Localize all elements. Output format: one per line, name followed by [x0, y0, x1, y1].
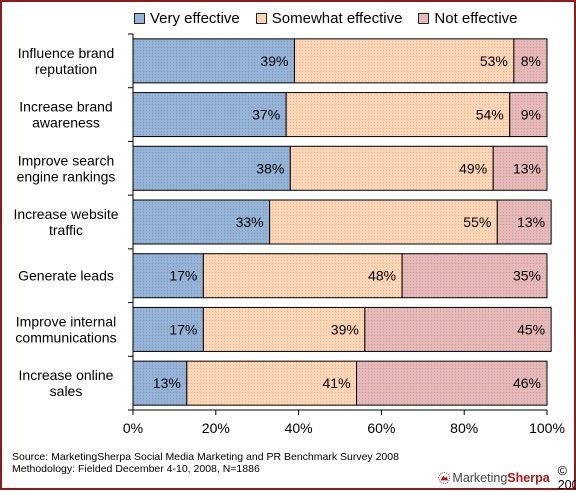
methodology-line: Methodology: Fielded December 4-10, 2008…	[12, 463, 260, 475]
data-label-6-2: 46%	[513, 375, 541, 391]
x-tick-label-1: 20%	[202, 420, 230, 436]
data-label-4-2: 35%	[513, 268, 541, 284]
data-label-3-0: 33%	[236, 214, 264, 230]
data-label-2-2: 13%	[513, 160, 541, 176]
source-note: Source: MarketingSherpa Social Media Mar…	[12, 451, 399, 475]
legend-swatch-not-effective	[418, 13, 430, 24]
category-label-1-0: Increase brand	[19, 99, 112, 115]
data-label-3-2: 13%	[517, 214, 545, 230]
bar-2-2	[492, 145, 548, 191]
category-label-6-1: sales	[50, 383, 83, 399]
x-tick-label-4: 80%	[450, 420, 478, 436]
bar-4-1	[202, 253, 403, 299]
bar-3-0	[132, 199, 271, 245]
data-label-2-0: 38%	[256, 160, 284, 176]
copyright-text: © 2009	[557, 464, 576, 492]
bar-6-0	[132, 360, 188, 406]
bar-3-1	[269, 199, 498, 245]
data-label-0-2: 8%	[521, 53, 541, 69]
data-label-0-1: 53%	[480, 53, 508, 69]
legend-label-not-effective: Not effective	[434, 10, 518, 27]
data-label-0-0: 39%	[260, 53, 288, 69]
legend-label-very-effective: Very effective	[150, 10, 240, 27]
x-tick-label-5: 100%	[529, 420, 565, 436]
bar-4-0	[132, 253, 204, 299]
legend-item-somewhat-effective: Somewhat effective	[255, 10, 403, 27]
sherpa-logo-icon	[438, 472, 451, 484]
legend-label-somewhat-effective: Somewhat effective	[271, 10, 403, 27]
bar-2-0	[132, 145, 291, 191]
bar-0-2	[513, 38, 548, 84]
category-label-5-0: Improve internal	[16, 313, 116, 329]
category-label-5-1: communications	[15, 329, 116, 345]
chart-legend: Very effective Somewhat effective Not ef…	[134, 10, 534, 27]
bar-2-1	[289, 145, 494, 191]
category-label-2-0: Improve search	[18, 152, 114, 168]
bar-1-1	[285, 92, 511, 138]
category-label-6-0: Increase online	[19, 367, 114, 383]
x-tick-label-0: 0%	[123, 420, 143, 436]
legend-swatch-somewhat-effective	[255, 13, 267, 24]
data-label-2-1: 49%	[459, 160, 487, 176]
bar-0-1	[293, 38, 515, 84]
bar-5-1	[202, 306, 366, 352]
data-label-4-0: 17%	[169, 268, 197, 284]
data-label-6-0: 13%	[153, 375, 181, 391]
bar-6-2	[356, 360, 548, 406]
data-label-6-1: 41%	[323, 375, 351, 391]
category-label-0-1: reputation	[35, 61, 97, 77]
bar-5-2	[364, 306, 552, 352]
bar-6-1	[186, 360, 358, 406]
bar-4-2	[401, 253, 548, 299]
category-label-4-0: Generate leads	[18, 268, 114, 284]
legend-item-very-effective: Very effective	[134, 10, 240, 27]
data-label-4-1: 48%	[368, 268, 396, 284]
data-label-1-2: 9%	[521, 107, 541, 123]
brand-name-part1: Marketing	[452, 471, 508, 485]
category-label-2-1: engine rankings	[17, 168, 116, 184]
x-tick-label-3: 60%	[367, 420, 395, 436]
legend-item-not-effective: Not effective	[418, 10, 518, 27]
bar-1-2	[509, 92, 548, 138]
data-label-1-0: 37%	[252, 107, 280, 123]
legend-swatch-very-effective	[134, 13, 145, 24]
data-label-5-0: 17%	[169, 321, 197, 337]
category-label-3-1: traffic	[49, 222, 83, 238]
bar-3-2	[496, 199, 552, 245]
bar-5-0	[132, 306, 204, 352]
category-label-0-0: Influence brand	[18, 45, 115, 61]
category-label-3-0: Increase website	[13, 206, 118, 222]
x-tick-label-2: 40%	[285, 420, 313, 436]
brand-mark: MarketingSherpa © 2009	[438, 464, 576, 492]
source-line: Source: MarketingSherpa Social Media Mar…	[12, 451, 399, 463]
category-label-1-1: awareness	[32, 115, 100, 131]
data-label-5-1: 39%	[331, 321, 359, 337]
data-label-3-1: 55%	[463, 214, 491, 230]
data-label-5-2: 45%	[517, 321, 545, 337]
data-label-1-1: 54%	[476, 107, 504, 123]
brand-name-part2: Sherpa	[507, 471, 550, 485]
